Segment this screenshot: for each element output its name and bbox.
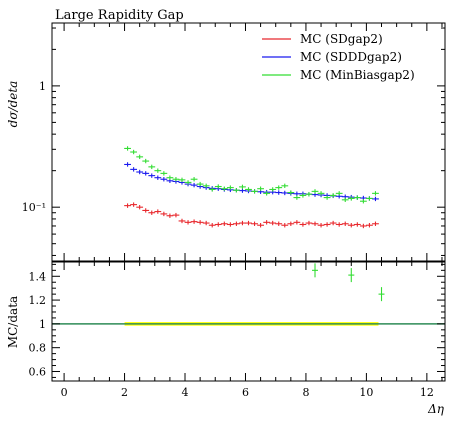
- x-tick-label: 4: [182, 386, 189, 399]
- main-series-1: [124, 162, 379, 202]
- ratio-y-tick-label: 0.8: [29, 342, 47, 355]
- ratio-series-0: [312, 263, 385, 302]
- ratio-y-tick-label: 0.6: [29, 365, 47, 378]
- ratio-plot-frame: [51, 261, 446, 382]
- main-plot-panel: 10⁻¹ 1 MC (SDgap2) MC (SDDDgap2) MC (MinBia…: [22, 22, 446, 262]
- x-tick-label: 12: [420, 386, 434, 399]
- main-series-0: [124, 202, 379, 229]
- x-tick-label: 10: [359, 386, 373, 399]
- x-tick-label: 2: [121, 386, 128, 399]
- ratio-y-tick-label: 1: [39, 318, 46, 331]
- x-tick-label: 0: [61, 386, 68, 399]
- main-y-ticks: 10⁻¹ 1: [22, 27, 445, 256]
- legend-label-0: MC (SDgap2): [300, 32, 383, 46]
- ratio-y-ticks: 0.6 0.8 1 1.2 1.4: [29, 263, 445, 378]
- x-tick-label: 8: [302, 386, 309, 399]
- legend-label-1: MC (SDDDgap2): [300, 50, 402, 64]
- ratio-y-tick-label: 1.2: [29, 294, 47, 307]
- ratio-plot-panel: 0.6 0.8 1 1.2 1.4 0 2 4 6 8 10 12: [29, 23, 446, 399]
- main-plot-frame: [51, 22, 446, 262]
- x-ticks: 0 2 4 6 8 10 12: [61, 23, 443, 399]
- x-axis-label: Δη: [427, 402, 445, 416]
- main-series-2: [124, 146, 379, 204]
- main-series-group: [124, 146, 379, 229]
- ratio-y-axis-label: MC/data: [6, 296, 20, 348]
- ratio-y-tick-label: 1.4: [29, 270, 47, 283]
- main-y-tick-label: 1: [39, 80, 46, 93]
- chart-title: Large Rapidity Gap: [55, 8, 184, 23]
- legend-label-2: MC (MinBiasgap2): [300, 68, 415, 82]
- ratio-series-group: [312, 263, 385, 302]
- main-y-axis-label: dσ/deta: [6, 81, 20, 128]
- x-tick-label: 6: [242, 386, 249, 399]
- legend: MC (SDgap2) MC (SDDDgap2) MC (MinBiasgap2): [262, 32, 415, 82]
- main-y-tick-label: 10⁻¹: [22, 201, 46, 214]
